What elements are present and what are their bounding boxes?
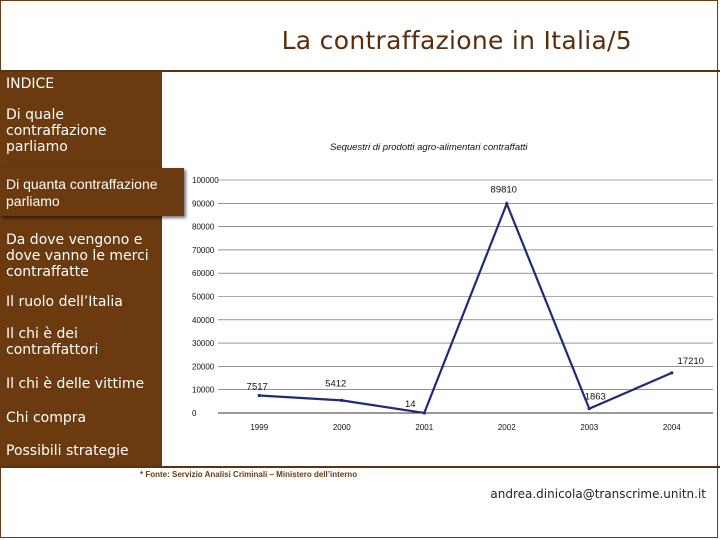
series-line (259, 200, 673, 415)
data-label: 89810 (491, 185, 517, 196)
contact-email[interactable]: andrea.dinicola@transcrime.unitn.it (490, 487, 706, 501)
data-point (340, 398, 344, 402)
x-tick-label: 2004 (663, 423, 681, 432)
sidebar: INDICE Di quale contraffazione parliamo … (0, 72, 162, 466)
source-note: * Fonte: Servizio Analisi Criminali – Mi… (140, 470, 358, 479)
data-label: 17210 (678, 356, 704, 367)
x-tick-label: 2003 (580, 423, 598, 432)
x-tick-label: 1999 (250, 423, 268, 432)
sidebar-item-di-quanta[interactable]: Di quanta contraffazione parliamo (0, 168, 184, 216)
sidebar-item-label: Di quanta contraffazione parliamo (6, 176, 158, 209)
x-tick-label: 2002 (498, 423, 516, 432)
data-point (670, 371, 674, 375)
sidebar-item-contraffattori[interactable]: Il chi è dei contraffattori (6, 326, 99, 358)
y-tick-label: 100000 (192, 176, 219, 185)
data-label: 14 (405, 399, 416, 410)
y-tick-label: 20000 (192, 362, 215, 371)
sidebar-item-vittime[interactable]: Il chi è delle vittime (6, 376, 145, 392)
x-tick-label: 2000 (333, 423, 351, 432)
sidebar-item-indice[interactable]: INDICE (6, 76, 55, 92)
chart-title: Sequestri di prodotti agro-alimentari co… (330, 142, 528, 153)
y-tick-label: 70000 (192, 246, 215, 255)
sidebar-item-strategie[interactable]: Possibili strategie (6, 443, 129, 459)
y-tick-label: 80000 (192, 223, 215, 232)
x-tick-label: 2001 (415, 423, 433, 432)
data-label: 7517 (247, 381, 268, 392)
sidebar-item-chi-compra[interactable]: Chi compra (6, 410, 87, 426)
title-bar: La contraffazione in Italia/5 (0, 0, 720, 72)
sidebar-item-ruolo-italia[interactable]: Il ruolo dell’Italia (6, 294, 123, 310)
y-tick-label: 40000 (192, 316, 215, 325)
y-tick-label: 0 (192, 409, 197, 418)
y-tick-label: 50000 (192, 293, 215, 302)
y-tick-label: 10000 (192, 386, 215, 395)
footer-divider (0, 466, 720, 468)
data-label: 5412 (325, 378, 346, 389)
data-label: 1863 (585, 392, 606, 403)
data-point (257, 393, 261, 398)
data-point (422, 411, 426, 415)
data-point (505, 202, 509, 206)
y-tick-label: 90000 (192, 199, 215, 208)
page-title: La contraffazione in Italia/5 (281, 26, 632, 55)
y-tick-label: 60000 (192, 269, 215, 278)
sidebar-item-da-dove[interactable]: Da dove vengono e dove vanno le merci co… (6, 232, 149, 280)
data-point (587, 407, 591, 411)
y-tick-label: 30000 (192, 339, 215, 348)
sidebar-item-di-quale[interactable]: Di quale contraffazione parliamo (6, 107, 107, 155)
